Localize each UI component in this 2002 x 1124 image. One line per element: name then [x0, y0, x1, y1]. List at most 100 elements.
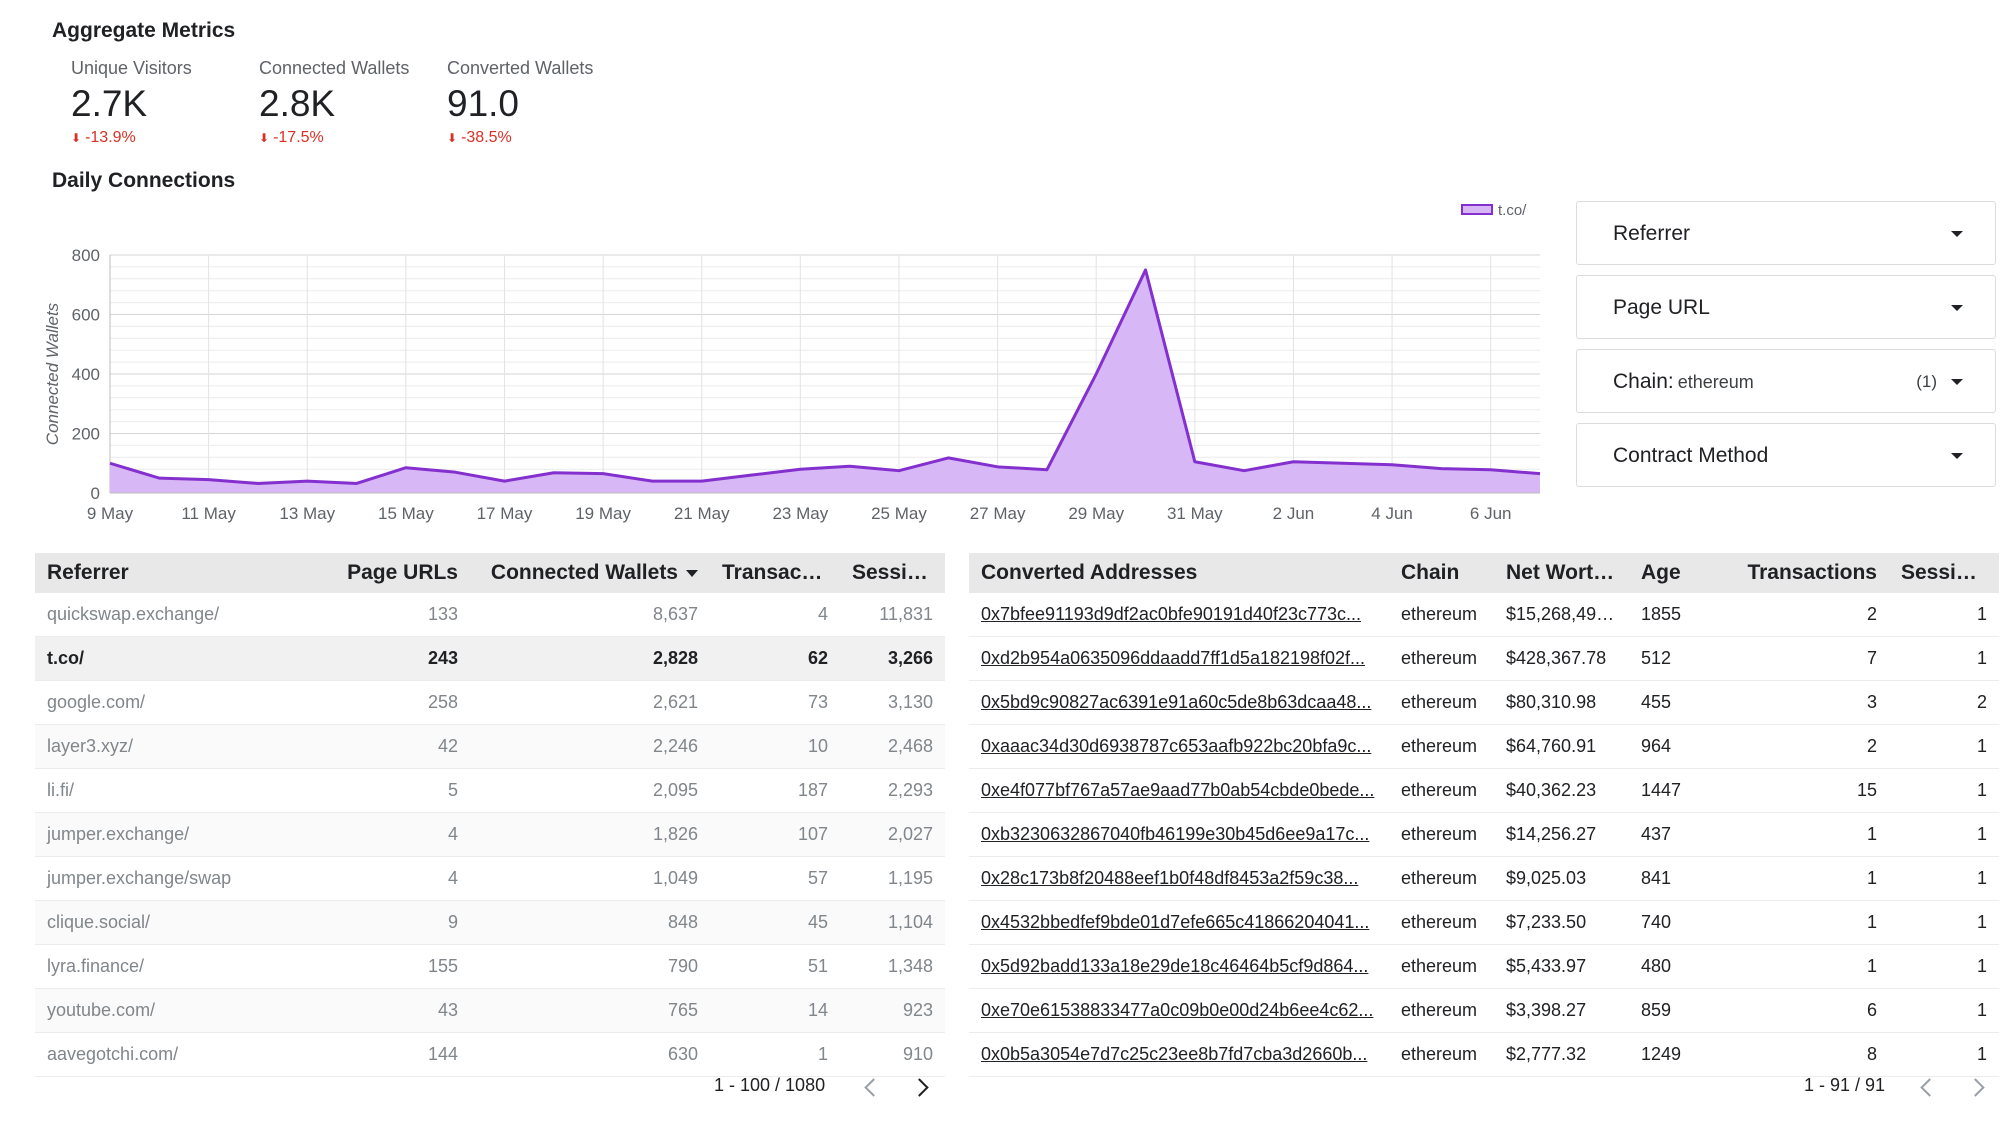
table-cell: 43 [305, 988, 470, 1033]
filter-chain-dropdown[interactable]: Chain: ethereum (1) [1576, 349, 1996, 413]
converted-prev-page-button[interactable] [1916, 1077, 1939, 1099]
column-header[interactable]: Transactions [1724, 553, 1889, 593]
table-row[interactable]: quickswap.exchange/133 8,637 4 11,831 [35, 593, 945, 637]
table-row[interactable]: 0xe70e61538833477a0c09b0e00d24b6ee4c62..… [969, 988, 1999, 1033]
address-link[interactable]: 0x0b5a3054e7d7c25c23ee8b7fd7cba3d2660b..… [969, 1032, 1389, 1077]
table-cell: $9,025.03 [1494, 856, 1629, 901]
column-header[interactable]: Net Worth... [1494, 553, 1629, 593]
table-row[interactable]: lyra.finance/155 790 51 1,348 [35, 944, 945, 989]
table-cell: quickswap.exchange/ [35, 593, 305, 637]
table-row[interactable]: 0xb3230632867040fb46199e30b45d6ee9a17c..… [969, 812, 1999, 857]
column-header[interactable]: Age [1629, 553, 1724, 593]
column-header[interactable]: Page URLs [305, 553, 470, 593]
metric-value: 2.7K [71, 83, 148, 124]
address-link[interactable]: 0x4532bbedfef9bde01d7efe665c41866204041.… [969, 900, 1389, 945]
x-tick-label: 31 May [1167, 504, 1223, 523]
table-cell: ethereum [1389, 944, 1494, 989]
address-link[interactable]: 0xaaac34d30d6938787c653aafb922bc20bfa9c.… [969, 724, 1389, 769]
arrow-down-icon: ⬇ [71, 131, 82, 145]
table-cell: 841 [1629, 856, 1724, 901]
table-row[interactable]: 0xe4f077bf767a57ae9aad77b0ab54cbde0bede.… [969, 768, 1999, 813]
referrer-table: Referrer Page URLs Connected Wallets Transa… [35, 553, 945, 1077]
table-cell: 3 [1724, 680, 1889, 725]
table-row[interactable]: jumper.exchange/4 1,826 107 2,027 [35, 812, 945, 857]
table-cell: lyra.finance/ [35, 944, 305, 989]
column-header[interactable]: Converted Addresses [969, 553, 1389, 593]
y-tick-label: 800 [72, 246, 100, 265]
table-cell: 1,195 [840, 856, 945, 901]
table-cell: 2,293 [840, 768, 945, 813]
converted-next-page-button[interactable] [1966, 1077, 1990, 1099]
table-cell: 848 [470, 900, 710, 945]
address-link[interactable]: 0x7bfee91193d9df2ac0bfe90191d40f23c773c.… [969, 593, 1389, 637]
table-cell: $15,268,499.... [1494, 593, 1629, 637]
table-row[interactable]: 0x7bfee91193d9df2ac0bfe90191d40f23c773c.… [969, 593, 1999, 637]
table-row[interactable]: li.fi/5 2,095 187 2,293 [35, 768, 945, 813]
table-cell: 1 [1724, 812, 1889, 857]
column-header[interactable]: Chain [1389, 553, 1494, 593]
y-tick-label: 400 [72, 365, 100, 384]
table-row[interactable]: 0x5bd9c90827ac6391e91a60c5de8b63dcaa48..… [969, 680, 1999, 725]
table-cell: 4 [710, 593, 840, 637]
filter-page-url-dropdown[interactable]: Page URL [1576, 275, 1996, 339]
table-row[interactable]: t.co/243 2,828 62 3,266 [35, 636, 945, 681]
table-cell: 1 [1889, 593, 1999, 637]
table-row[interactable]: 0xaaac34d30d6938787c653aafb922bc20bfa9c.… [969, 724, 1999, 769]
column-header[interactable]: Referrer [35, 553, 305, 593]
table-row[interactable]: youtube.com/43 765 14 923 [35, 988, 945, 1033]
column-header[interactable]: Sessions [1889, 553, 1999, 593]
table-cell: ethereum [1389, 856, 1494, 901]
chevron-left-icon [1920, 1078, 1939, 1097]
table-cell: 258 [305, 680, 470, 725]
table-cell: 7 [1724, 636, 1889, 681]
table-cell: aavegotchi.com/ [35, 1032, 305, 1077]
table-cell: 790 [470, 944, 710, 989]
table-cell: 8,637 [470, 593, 710, 637]
table-cell: 4 [305, 856, 470, 901]
table-cell: 1855 [1629, 593, 1724, 637]
column-header[interactable]: Sessions [840, 553, 945, 593]
table-row[interactable]: 0xd2b954a0635096ddaadd7ff1d5a182198f02f.… [969, 636, 1999, 681]
table-cell: 2,027 [840, 812, 945, 857]
address-link[interactable]: 0xe4f077bf767a57ae9aad77b0ab54cbde0bede.… [969, 768, 1389, 813]
metric-delta: ⬇ -13.9% [71, 129, 192, 147]
sort-desc-icon [686, 569, 698, 577]
address-link[interactable]: 0xb3230632867040fb46199e30b45d6ee9a17c..… [969, 812, 1389, 857]
address-link[interactable]: 0xd2b954a0635096ddaadd7ff1d5a182198f02f.… [969, 636, 1389, 681]
y-tick-label: 200 [72, 425, 100, 444]
filter-label: Contract Method [1613, 444, 1769, 467]
table-row[interactable]: aavegotchi.com/144 630 1 910 [35, 1032, 945, 1077]
referrer-next-page-button[interactable] [910, 1077, 934, 1099]
chevron-right-icon [1966, 1078, 1985, 1097]
address-link[interactable]: 0x5d92badd133a18e29de18c46464b5cf9d864..… [969, 944, 1389, 989]
column-header[interactable]: Transactions [710, 553, 840, 593]
table-cell: 1 [1889, 988, 1999, 1033]
table-row[interactable]: 0x28c173b8f20488eef1b0f48df8453a2f59c38.… [969, 856, 1999, 901]
table-row[interactable]: jumper.exchange/swap 4 1,049 57 1,195 [35, 856, 945, 901]
daily-connections-chart: 9 May 11 May 13 May 15 May 17 May 19 May 21 Ma… [43, 202, 1541, 523]
metric-value: 2.8K [259, 83, 336, 124]
table-cell: 2,468 [840, 724, 945, 769]
table-row[interactable]: 0x4532bbedfef9bde01d7efe665c41866204041.… [969, 900, 1999, 945]
table-row[interactable]: 0x5d92badd133a18e29de18c46464b5cf9d864..… [969, 944, 1999, 989]
table-cell: 2,246 [470, 724, 710, 769]
table-row[interactable]: clique.social/9 848 45 1,104 [35, 900, 945, 945]
series-line [109, 268, 1541, 485]
address-link[interactable]: 0x5bd9c90827ac6391e91a60c5de8b63dcaa48..… [969, 680, 1389, 725]
address-link[interactable]: 0x28c173b8f20488eef1b0f48df8453a2f59c38.… [969, 856, 1389, 901]
filter-referrer-dropdown[interactable]: Referrer [1576, 201, 1996, 265]
series-area [110, 269, 1540, 493]
table-row[interactable]: 0x0b5a3054e7d7c25c23ee8b7fd7cba3d2660b..… [969, 1032, 1999, 1077]
x-tick-label: 4 Jun [1371, 504, 1413, 523]
filter-label: Chain: ethereum [1613, 370, 1754, 393]
filter-contract-method-dropdown[interactable]: Contract Method [1576, 423, 1996, 487]
column-header[interactable]: Connected Wallets [470, 553, 710, 593]
referrer-prev-page-button[interactable] [860, 1077, 883, 1099]
table-cell: 1 [1889, 900, 1999, 945]
x-tick-label: 6 Jun [1470, 504, 1512, 523]
table-cell: 1 [1889, 724, 1999, 769]
address-link[interactable]: 0xe70e61538833477a0c09b0e00d24b6ee4c62..… [969, 988, 1389, 1033]
x-tick-label: 2 Jun [1273, 504, 1315, 523]
table-row[interactable]: google.com/258 2,621 73 3,130 [35, 680, 945, 725]
table-row[interactable]: layer3.xyz/42 2,246 10 2,468 [35, 724, 945, 769]
